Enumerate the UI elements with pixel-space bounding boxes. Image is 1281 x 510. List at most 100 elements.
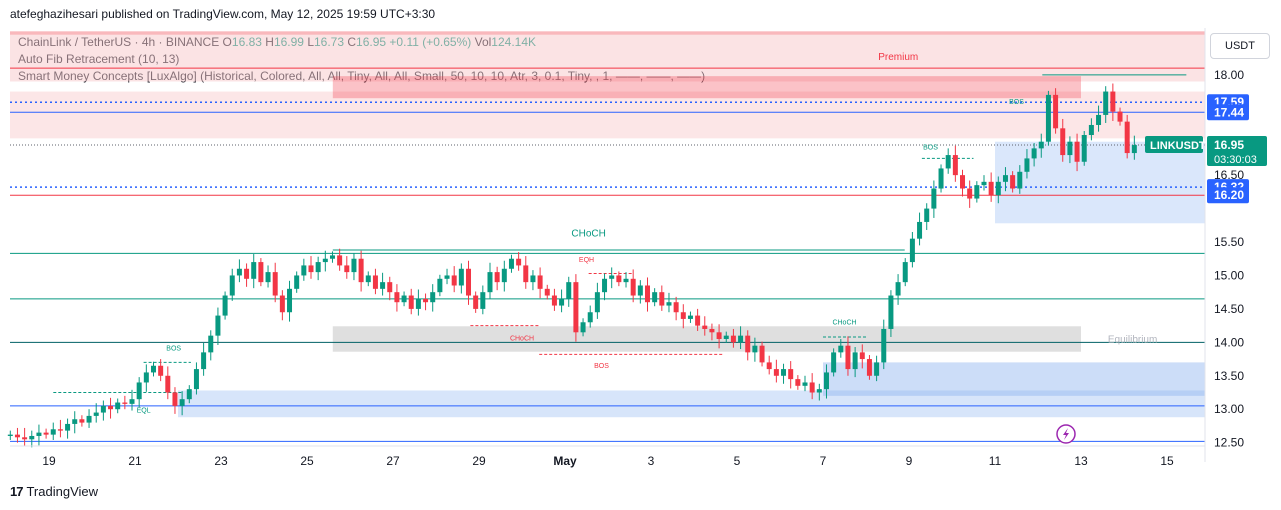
candle-body [358, 258, 364, 283]
smc-label: BOS [923, 145, 938, 152]
candle-body [236, 268, 242, 276]
candle-body [294, 275, 300, 289]
candle-body [272, 272, 278, 296]
candle-body [773, 369, 779, 376]
candle-body [437, 278, 443, 293]
price-tick-label: 16.50 [1214, 168, 1244, 182]
price-tick-label: 15.50 [1214, 235, 1244, 249]
candle-body [1088, 124, 1094, 136]
candle-body [559, 298, 565, 306]
tradingview-footer[interactable]: 17 TradingView [10, 484, 98, 499]
candle-body [530, 275, 536, 283]
price-label-box [1207, 104, 1249, 121]
candle-body [852, 352, 858, 370]
candle-body [208, 335, 214, 353]
time-tick-label: 5 [734, 454, 741, 468]
candle-body [179, 399, 185, 406]
candle-body [544, 288, 550, 296]
candle-body [659, 292, 665, 306]
candle-body [1038, 141, 1044, 149]
candle-body [909, 238, 915, 263]
candle-body [122, 402, 128, 404]
candle-body [623, 278, 629, 283]
candle-body [816, 389, 822, 393]
candle-body [695, 315, 701, 326]
time-tick-label: 25 [300, 454, 314, 468]
candle-body [594, 292, 600, 313]
candle-body [766, 362, 772, 370]
candle-body [831, 352, 837, 373]
candle-body [888, 295, 894, 329]
candle-body [387, 282, 393, 293]
price-tick-label: 18.00 [1214, 68, 1244, 82]
candle-body [143, 372, 149, 383]
candle-body [673, 302, 679, 313]
candle-body [580, 322, 586, 333]
candle-body [1045, 94, 1051, 142]
countdown-text: 03:30:03 [1214, 154, 1257, 166]
candle-body [687, 315, 693, 319]
candle-body [516, 258, 522, 266]
candle-body [723, 335, 729, 339]
candle-body [501, 268, 507, 283]
time-tick-label: 27 [386, 454, 400, 468]
candle-body [652, 292, 658, 303]
premium-zone-edge [10, 31, 1205, 35]
candle-body [308, 265, 314, 273]
candle-body [945, 155, 951, 169]
candle-body [902, 262, 908, 283]
smc-label: EQH [579, 257, 594, 264]
candle-body [65, 423, 71, 431]
candle-body [86, 415, 92, 423]
demand-zone-recent [995, 141, 1205, 224]
time-tick-label: 3 [648, 454, 655, 468]
candle-body [1024, 158, 1030, 172]
candle-body [401, 295, 407, 303]
candle-body [487, 272, 493, 293]
candle-body [881, 328, 887, 363]
candle-body [917, 221, 923, 239]
candle-body [344, 265, 350, 273]
currency-selector[interactable]: USDT [1210, 33, 1270, 59]
candle-body [1103, 91, 1109, 115]
time-tick-label: 21 [128, 454, 142, 468]
candle-body [186, 389, 192, 400]
candle-body [551, 295, 557, 306]
price-tick-label: 13.00 [1214, 402, 1244, 416]
candle-body [630, 278, 636, 296]
equilibrium-zone [332, 326, 1081, 352]
candle-body [22, 437, 28, 440]
candle-body [193, 369, 199, 390]
candle-body [1081, 135, 1087, 162]
time-tick-label: 19 [42, 454, 56, 468]
symbol-tag-box [1145, 136, 1203, 154]
candle-body [458, 268, 464, 286]
candle-body [730, 335, 736, 343]
candle-body [716, 332, 722, 339]
time-tick-label: 23 [214, 454, 228, 468]
candle-body [1110, 91, 1116, 112]
candle-body [1067, 141, 1073, 156]
candle-body [408, 295, 414, 309]
candle-body [859, 352, 865, 360]
publisher-line: atefeghazihesari published on TradingVie… [10, 7, 436, 21]
candle-body [108, 405, 114, 410]
price-tick-label: 15.00 [1214, 268, 1244, 282]
candle-body [967, 188, 973, 199]
candle-body [279, 295, 285, 313]
candle-body [365, 275, 371, 283]
candle-body [100, 405, 106, 413]
candle-body [480, 292, 486, 309]
premium-box [332, 76, 1081, 99]
candle-body [473, 295, 479, 309]
price-tick-label: 13.50 [1214, 369, 1244, 383]
candle-body [451, 275, 457, 286]
smc-label: CHoCH [832, 319, 856, 326]
last-price-text: 16.95 [1214, 138, 1244, 152]
time-tick-label: 11 [989, 454, 1002, 468]
candle-body [301, 265, 307, 276]
candle-body [988, 181, 994, 196]
candle-body [50, 429, 56, 435]
candle-body [201, 352, 207, 370]
